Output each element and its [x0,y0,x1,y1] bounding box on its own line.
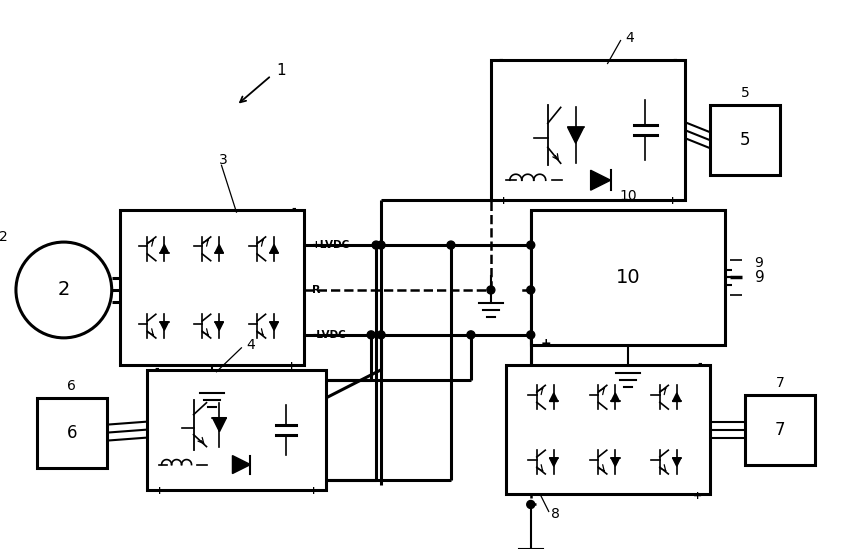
Circle shape [526,331,534,339]
Text: -LVDC: -LVDC [312,330,345,340]
Bar [745,395,815,465]
Polygon shape [672,393,680,402]
Polygon shape [548,393,557,402]
Circle shape [526,286,534,294]
Text: +: + [287,361,296,371]
Text: 4: 4 [246,338,255,352]
Text: 2: 2 [58,280,70,299]
Text: 5: 5 [739,131,750,149]
Text: +: + [308,486,318,496]
Circle shape [447,241,455,249]
Text: 4: 4 [625,31,634,45]
Text: -: - [697,359,702,369]
Bar [490,60,684,200]
Polygon shape [213,417,226,432]
Polygon shape [269,322,278,331]
Text: 7: 7 [775,376,784,390]
Circle shape [376,331,385,339]
Text: 8: 8 [550,508,559,521]
Polygon shape [548,458,557,466]
Polygon shape [610,458,619,466]
Text: +: + [154,486,164,496]
Text: 5: 5 [740,86,749,101]
Polygon shape [214,322,223,331]
Bar [146,370,325,490]
Polygon shape [160,245,169,253]
Text: -: - [672,54,677,64]
Bar [709,106,779,175]
Polygon shape [160,322,169,331]
Bar [37,398,107,468]
Circle shape [486,286,494,294]
Bar [120,210,304,365]
Text: -: - [540,205,545,218]
Text: 1: 1 [276,63,286,78]
Text: 7: 7 [774,421,784,439]
Polygon shape [232,455,250,474]
Text: 2: 2 [0,230,8,244]
Text: 6: 6 [66,424,77,442]
Polygon shape [610,393,619,402]
Text: 9: 9 [753,256,762,270]
Text: 6: 6 [67,379,76,393]
Text: R: R [312,285,320,295]
Circle shape [526,241,534,249]
Polygon shape [590,170,610,190]
Text: -: - [291,204,296,214]
Polygon shape [269,245,278,253]
Text: 10: 10 [618,189,636,203]
Polygon shape [672,458,680,466]
Circle shape [367,331,375,339]
Circle shape [526,500,534,508]
Text: +: + [499,196,507,206]
Text: +: + [667,196,677,206]
Text: -: - [154,364,159,374]
Circle shape [376,241,385,249]
Text: -: - [499,54,503,64]
Text: +: + [692,491,702,501]
Text: 3: 3 [219,153,227,167]
Bar [530,210,724,345]
Circle shape [467,331,474,339]
Text: 9: 9 [754,270,764,285]
Polygon shape [214,245,223,253]
Bar [505,365,709,494]
Circle shape [372,241,380,249]
Text: +LVDC: +LVDC [312,240,350,250]
Polygon shape [567,128,583,144]
Text: +: + [540,337,551,350]
Text: 10: 10 [615,268,640,287]
